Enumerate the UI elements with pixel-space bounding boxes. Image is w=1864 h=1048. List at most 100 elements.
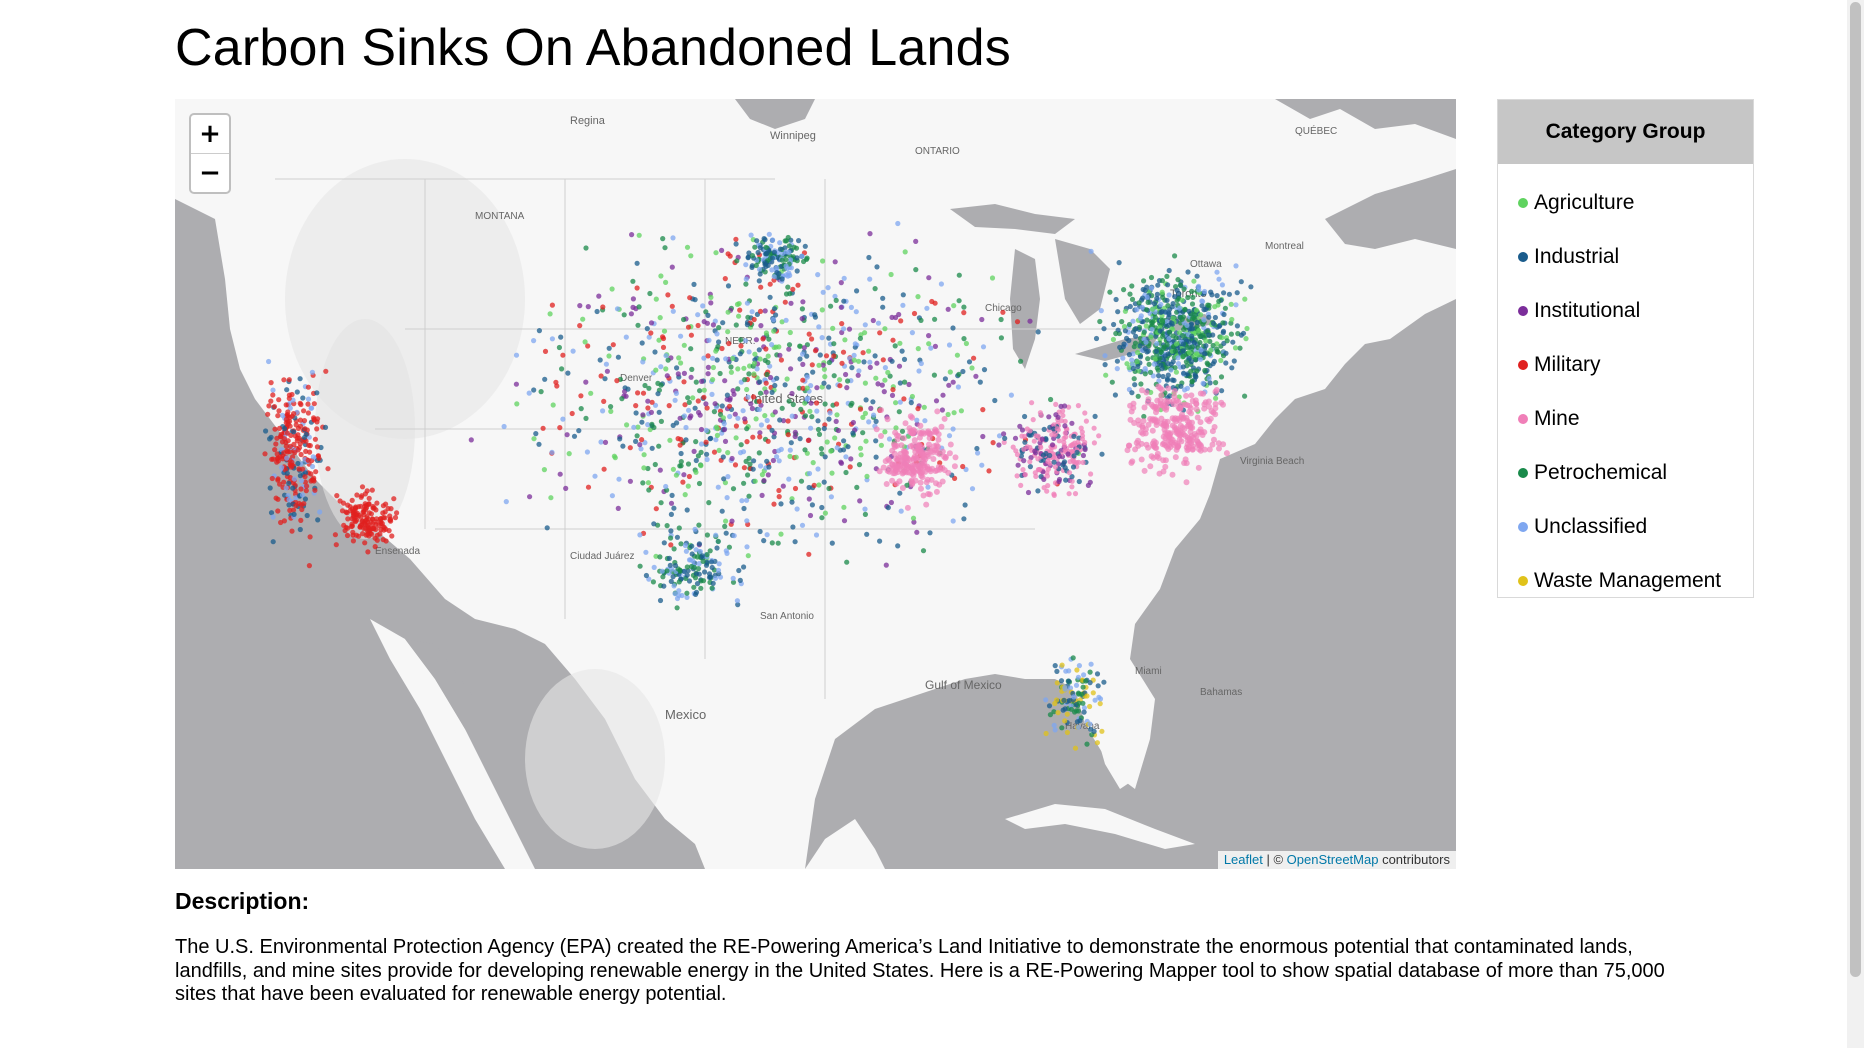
site-marker[interactable]	[1112, 392, 1118, 398]
site-marker[interactable]	[932, 300, 938, 306]
site-marker[interactable]	[527, 494, 533, 500]
site-marker[interactable]	[752, 478, 758, 484]
site-marker[interactable]	[1178, 383, 1184, 389]
site-marker[interactable]	[862, 330, 868, 336]
site-marker[interactable]	[800, 361, 806, 367]
site-marker[interactable]	[657, 315, 663, 321]
site-marker[interactable]	[1159, 317, 1165, 324]
site-marker[interactable]	[549, 449, 555, 455]
site-marker[interactable]	[881, 389, 887, 395]
site-marker[interactable]	[845, 444, 851, 450]
site-marker[interactable]	[745, 314, 751, 320]
site-marker[interactable]	[294, 389, 300, 395]
site-marker[interactable]	[359, 493, 365, 499]
site-marker[interactable]	[1087, 703, 1093, 710]
site-marker[interactable]	[704, 552, 710, 558]
site-marker[interactable]	[1138, 440, 1145, 447]
site-marker[interactable]	[841, 275, 847, 281]
site-marker[interactable]	[1193, 374, 1199, 380]
site-marker[interactable]	[820, 362, 826, 368]
site-marker[interactable]	[916, 368, 922, 374]
site-marker[interactable]	[750, 394, 757, 400]
site-marker[interactable]	[815, 272, 821, 278]
site-marker[interactable]	[674, 365, 680, 371]
site-marker[interactable]	[636, 304, 642, 310]
site-marker[interactable]	[822, 454, 828, 460]
site-marker[interactable]	[950, 426, 956, 432]
site-marker[interactable]	[696, 561, 702, 567]
site-marker[interactable]	[757, 379, 763, 385]
site-marker[interactable]	[749, 309, 755, 315]
site-marker[interactable]	[1081, 709, 1087, 715]
site-marker[interactable]	[365, 549, 371, 555]
site-marker[interactable]	[1066, 491, 1072, 497]
site-marker[interactable]	[757, 434, 763, 440]
site-marker[interactable]	[926, 275, 932, 281]
site-marker[interactable]	[850, 419, 857, 426]
site-marker[interactable]	[924, 305, 930, 311]
site-marker[interactable]	[1193, 406, 1200, 413]
site-marker[interactable]	[651, 564, 657, 570]
site-marker[interactable]	[771, 306, 778, 312]
site-marker[interactable]	[1164, 376, 1170, 382]
site-marker[interactable]	[377, 531, 383, 537]
site-marker[interactable]	[811, 482, 817, 488]
site-marker[interactable]	[1084, 693, 1090, 699]
site-marker[interactable]	[791, 244, 797, 250]
site-marker[interactable]	[746, 371, 752, 377]
site-marker[interactable]	[788, 300, 794, 306]
site-marker[interactable]	[1189, 424, 1196, 431]
site-marker[interactable]	[606, 353, 612, 359]
site-marker[interactable]	[1103, 372, 1109, 378]
site-marker[interactable]	[371, 525, 377, 531]
site-marker[interactable]	[1152, 314, 1158, 320]
site-marker[interactable]	[806, 470, 813, 477]
site-marker[interactable]	[1014, 473, 1020, 479]
site-marker[interactable]	[1008, 392, 1015, 398]
site-marker[interactable]	[895, 220, 901, 227]
site-marker[interactable]	[291, 476, 297, 482]
site-marker[interactable]	[1148, 334, 1154, 340]
site-marker[interactable]	[730, 388, 736, 394]
site-marker[interactable]	[878, 433, 884, 439]
site-marker[interactable]	[977, 379, 983, 385]
site-marker[interactable]	[1234, 323, 1240, 329]
site-marker[interactable]	[542, 348, 549, 354]
site-marker[interactable]	[1151, 301, 1158, 307]
site-marker[interactable]	[1184, 322, 1190, 328]
site-marker[interactable]	[1075, 724, 1081, 731]
site-marker[interactable]	[343, 509, 349, 515]
site-marker[interactable]	[897, 490, 903, 496]
site-marker[interactable]	[1022, 472, 1028, 478]
site-marker[interactable]	[848, 304, 855, 310]
site-marker[interactable]	[753, 337, 760, 343]
site-marker[interactable]	[531, 338, 537, 344]
site-marker[interactable]	[783, 257, 789, 263]
site-marker[interactable]	[838, 459, 844, 465]
site-marker[interactable]	[301, 418, 308, 424]
site-marker[interactable]	[809, 336, 815, 342]
site-marker[interactable]	[1164, 297, 1170, 303]
site-marker[interactable]	[762, 237, 768, 243]
site-marker[interactable]	[1196, 328, 1202, 334]
site-marker[interactable]	[748, 401, 754, 407]
site-marker[interactable]	[1190, 294, 1196, 300]
site-marker[interactable]	[1189, 333, 1195, 339]
site-marker[interactable]	[266, 358, 272, 365]
site-marker[interactable]	[713, 250, 719, 256]
site-marker[interactable]	[1216, 445, 1222, 452]
site-marker[interactable]	[890, 387, 896, 393]
site-marker[interactable]	[804, 396, 810, 402]
site-marker[interactable]	[307, 443, 313, 449]
site-marker[interactable]	[812, 312, 818, 318]
site-marker[interactable]	[376, 523, 382, 529]
site-marker[interactable]	[1157, 355, 1163, 361]
site-marker[interactable]	[704, 405, 710, 411]
site-marker[interactable]	[1163, 406, 1170, 413]
site-marker[interactable]	[722, 438, 729, 444]
site-marker[interactable]	[918, 485, 924, 492]
site-marker[interactable]	[863, 438, 869, 444]
site-marker[interactable]	[694, 581, 701, 587]
site-marker[interactable]	[1098, 308, 1104, 314]
site-marker[interactable]	[1150, 454, 1157, 461]
